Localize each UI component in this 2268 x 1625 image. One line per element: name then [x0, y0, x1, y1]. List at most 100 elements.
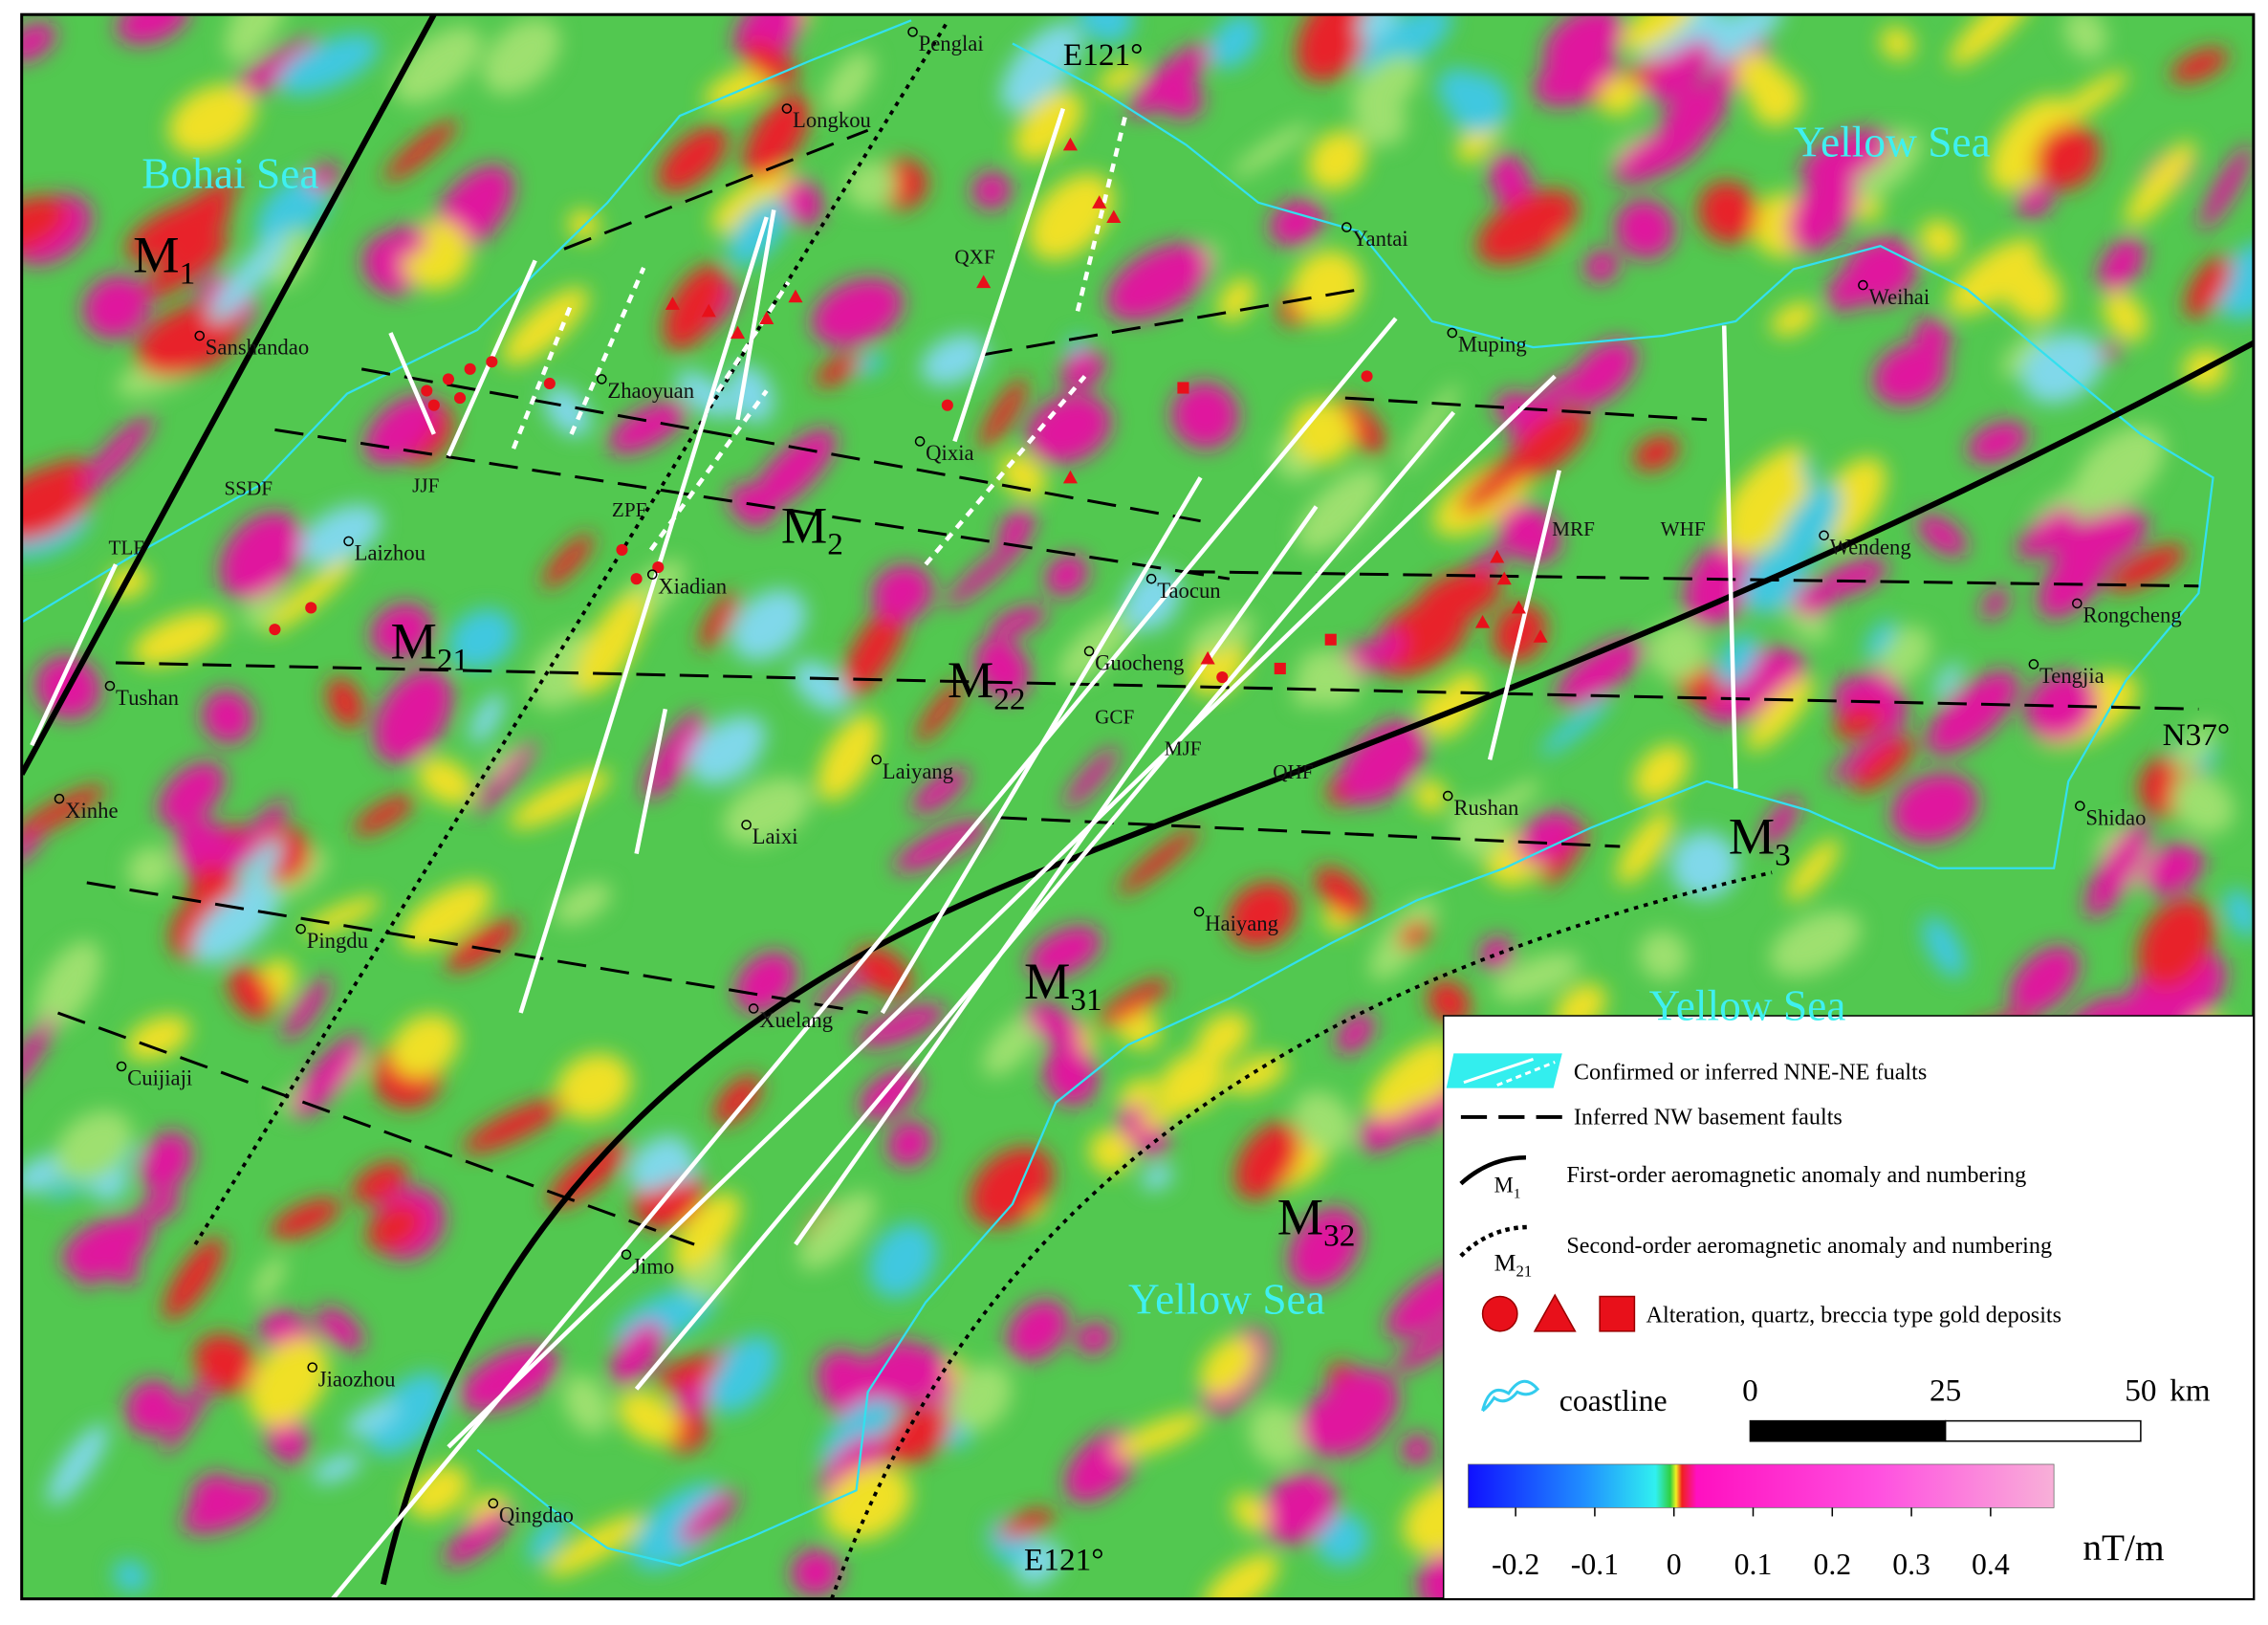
anomaly-blob: [971, 171, 1012, 210]
anomaly-blob: [1507, 408, 1589, 480]
anomaly-blob: [326, 677, 364, 728]
anomaly-main: M: [133, 225, 179, 283]
anomaly-blob: [1336, 1012, 1375, 1054]
place-label: Yantai: [1352, 227, 1407, 251]
place-marker: [1341, 222, 1352, 232]
anomaly-blob: [1427, 671, 1484, 739]
place-label: Tushan: [116, 686, 179, 710]
map-frame: [20, 12, 2256, 1601]
anomaly-blob: [386, 224, 427, 258]
anomaly-label: M31: [1024, 952, 1102, 1018]
anomaly-blob: [345, 1399, 400, 1438]
legend: Confirmed or inferred NNE-NE fualts Infe…: [1442, 1015, 2255, 1600]
anomaly-blob: [182, 1481, 273, 1534]
nne-fault: [952, 107, 1066, 443]
symbol-main: M: [1494, 1174, 1514, 1197]
anomaly-blob: [1770, 911, 1862, 977]
place-marker: [1858, 279, 1868, 291]
anomaly-blob: [1248, 1403, 1305, 1466]
anomaly-blob: [140, 1131, 193, 1193]
anomaly-blob: [222, 37, 317, 106]
legend-symbol: M21: [1494, 1248, 1532, 1280]
anomaly-label: M22: [948, 650, 1026, 716]
anomaly-blob: [1106, 242, 1211, 321]
anomaly-blob: [2170, 48, 2229, 83]
anomaly-blob: [1114, 1413, 1206, 1458]
anomaly-blob: [1787, 169, 1859, 253]
anomaly-blob: [1414, 780, 1448, 813]
anomaly-blob: [1209, 14, 1260, 70]
anomaly-blob: [741, 39, 798, 86]
gold-deposit-circle: [421, 384, 433, 397]
anomaly-blob: [527, 1514, 566, 1564]
gold-deposit-triangle: [788, 289, 803, 303]
anomaly-blob: [21, 195, 69, 254]
anomaly-blob: [1498, 503, 1561, 563]
legend-symbol: M1: [1494, 1174, 1521, 1202]
nne-fault: [1721, 325, 1738, 789]
scale-tick-label: 25: [1930, 1372, 1961, 1408]
anomaly-blob: [1307, 130, 1366, 191]
anomaly-blob: [708, 1335, 778, 1414]
anomaly-blob: [1515, 810, 1578, 865]
anomaly-blob: [277, 33, 380, 96]
place-label: Tengjia: [2039, 664, 2104, 688]
gold-deposit-circle: [454, 392, 467, 405]
anomaly-blob: [1865, 619, 1895, 659]
anomaly-blob: [2103, 291, 2148, 341]
colorbar: [1468, 1463, 2055, 1508]
first-order-boundary: [21, 14, 437, 776]
anomaly-label: M2: [781, 495, 843, 561]
anomaly-blob: [1028, 173, 1114, 261]
anomaly-blob: [40, 458, 91, 498]
coordinate-label: E121°: [1063, 37, 1144, 73]
anomaly-blob: [1735, 53, 1792, 112]
colorbar-tick-label: 0: [1667, 1548, 1682, 1581]
anomaly-blob: [2142, 843, 2204, 895]
overlays: [21, 14, 2254, 1599]
coordinate-label: N37°: [2163, 717, 2231, 753]
anomaly-blob: [1139, 1075, 1220, 1131]
place-label: Weihai: [1868, 285, 1930, 309]
anomaly-blob: [1583, 249, 1620, 283]
fault-label: QHF: [1273, 760, 1313, 783]
anomaly-sub: 32: [1323, 1219, 1355, 1254]
anomaly-blob: [1335, 397, 1385, 454]
place-marker: [914, 436, 926, 447]
anomaly-blob: [469, 692, 505, 744]
anomaly-blob: [127, 846, 174, 891]
place-label: Qixia: [926, 441, 973, 465]
anomaly-main: M: [390, 611, 436, 670]
anomaly-blob: [1027, 925, 1101, 979]
anomaly-blob: [116, 14, 189, 45]
anomaly-sub: 2: [827, 526, 843, 561]
place-label: Taocun: [1157, 579, 1220, 603]
nw-fault: [983, 288, 1361, 357]
legend-nne-line: [1463, 1057, 1534, 1085]
place-label: Zhaoyuan: [607, 379, 694, 403]
anomaly-blob: [370, 603, 433, 659]
anomaly-blob: [1269, 199, 1324, 247]
anomaly-blob: [2125, 141, 2196, 228]
fault-label: MRF: [1552, 517, 1595, 540]
anomaly-blob: [208, 231, 286, 323]
anomaly-blob: [576, 592, 647, 695]
place-label: Xinhe: [65, 799, 118, 823]
anomaly-blob: [1746, 675, 1815, 752]
anomaly-blob: [655, 1354, 723, 1391]
anomaly-blob: [1358, 14, 1399, 42]
anomaly-blob: [135, 1191, 181, 1224]
anomaly-blob: [2063, 14, 2107, 58]
anomaly-blob: [1316, 1512, 1369, 1567]
anomaly-blob: [608, 401, 687, 454]
anomaly-blob: [2025, 671, 2098, 741]
anomaly-blob: [1872, 341, 1948, 406]
anomaly-blob: [1450, 800, 1510, 859]
anomaly-blob: [401, 881, 492, 951]
anomaly-blob: [1058, 610, 1135, 683]
anomaly-blob: [979, 378, 1028, 450]
anomaly-blob: [1646, 40, 1714, 102]
anomaly-sub: 3: [1775, 838, 1791, 873]
anomaly-blob: [688, 715, 766, 780]
